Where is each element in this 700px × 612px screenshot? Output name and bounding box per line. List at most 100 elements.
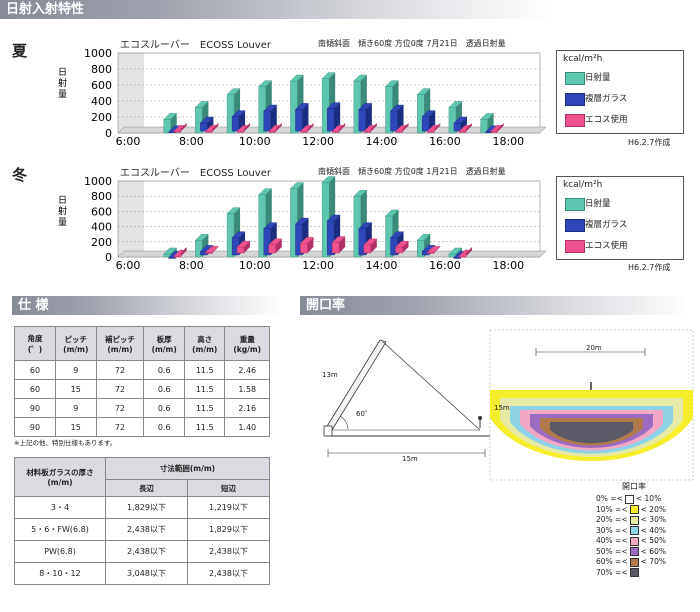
bar-top (385, 209, 400, 217)
range-end: < 20% (640, 504, 666, 514)
range-label: 10% =< (596, 504, 628, 514)
y-tick-label: 200 (91, 111, 112, 124)
x-tick-label: 6:00 (116, 135, 141, 148)
legend-row: 0% =< < 10% (596, 494, 666, 505)
bar (204, 123, 219, 133)
spec-table-glass: 材料板ガラスの厚さ (m/m) 寸法範囲(m/m) 長辺 短辺 3・4 1,829… (14, 457, 270, 585)
ecoss-swatch (565, 114, 585, 127)
aperture-small-label: 15m (494, 404, 510, 412)
bar-side (244, 241, 251, 253)
table-row: 60 9 72 0.6 11.5 2.46 (14, 360, 270, 380)
cell: 0.6 (143, 360, 185, 380)
bar-side (339, 236, 346, 253)
range-end: < 40% (640, 525, 666, 535)
legend-item-ecoss: エコス使用 (585, 115, 628, 125)
bar (331, 236, 346, 254)
range-swatch (629, 505, 639, 514)
range-swatch (629, 536, 639, 546)
section-header-aperture: 開口率 (300, 296, 690, 315)
header-height: 高さ (m/m) (183, 326, 226, 361)
range-label: 30% =< (596, 525, 628, 535)
bar-side (434, 246, 441, 253)
bar-front (295, 109, 303, 132)
bar (390, 104, 405, 132)
header-thickness: 板厚 (m/m) (143, 326, 185, 361)
cell: 1,829以下 (187, 518, 270, 541)
bar-side (270, 105, 277, 131)
legend-item-glass: 複層ガラス (585, 220, 628, 230)
y-tick-label: 0 (105, 251, 112, 264)
season-summer-label: 夏 (12, 42, 28, 60)
y-tick-label: 600 (91, 205, 112, 218)
bar-side (180, 123, 187, 132)
cell: 1,829以下 (105, 496, 188, 519)
y-tick-label: 800 (91, 190, 112, 203)
cell: 0.6 (143, 379, 185, 399)
season-winter-label: 冬 (12, 166, 28, 184)
bar-top (331, 236, 346, 243)
x-tick-label: 10:00 (239, 259, 271, 272)
cell: 8・10・12 (14, 562, 106, 585)
bar-side (307, 237, 314, 253)
bar (199, 116, 214, 132)
header-pitch: ピッチ (m/m) (55, 326, 97, 361)
bar (490, 123, 505, 133)
section-header-solar: 日射入射特性 (0, 0, 550, 19)
range-swatch (629, 526, 639, 535)
header-long-side: 長辺 (105, 479, 188, 497)
legend-item-ecoss: エコス使用 (585, 241, 628, 251)
bar-front (200, 122, 208, 132)
legend-row: 10% =< < 20% (596, 505, 666, 516)
x-tick-label: 12:00 (302, 259, 334, 272)
cell: 2,438以下 (187, 540, 270, 563)
bar (236, 240, 251, 254)
bar-front (268, 244, 276, 254)
bar-front (300, 243, 308, 254)
bar-side (460, 117, 467, 131)
y-tick-label: 600 (91, 79, 112, 92)
range-label: 0% =< (596, 494, 623, 503)
solar-swatch (565, 72, 585, 85)
bar-top (199, 245, 214, 252)
range-end: < 30% (640, 515, 666, 524)
cell: 9 (55, 398, 97, 418)
chart-credit: H6.2.7作成 (628, 263, 671, 272)
bar (268, 238, 283, 254)
bar-side (434, 123, 441, 132)
table-row: 60 15 72 0.6 11.5 1.58 (14, 379, 270, 399)
winter-bar-chart: 1000 800 600 400 200 0 日射量 6:00 8:00 10:00 12:00 14… (58, 175, 547, 272)
y-tick-label: 1000 (84, 175, 112, 188)
range-end: < 50% (640, 536, 666, 545)
summer-bar-chart: 1000 800 600 400 200 0 日射量 6:00 8:00 10:00 12:00 14… (58, 47, 547, 148)
chart-conditions: 南傾斜面 傾き60度 方位0度 7月21日 透過日射量 (318, 39, 506, 48)
cell: 72 (95, 417, 145, 437)
plot-shade (118, 181, 144, 257)
legend-item-solar: 日射量 (585, 199, 611, 209)
bar-side (370, 123, 377, 132)
x-tick-label: 12:00 (302, 135, 334, 148)
bar (268, 123, 283, 133)
bar-top (258, 188, 273, 195)
cell: 60 (14, 360, 56, 380)
aperture-width-label: 20m (586, 344, 602, 352)
bar-front (390, 110, 398, 132)
bar-top (395, 240, 410, 248)
bar-side (497, 123, 504, 132)
range-swatch (629, 557, 639, 567)
bar-side (180, 247, 187, 257)
glass-swatch (565, 93, 585, 106)
legend-row: 50% =< < 60% (596, 547, 666, 558)
bar (426, 246, 441, 254)
bar (395, 240, 410, 254)
bar-front (422, 116, 430, 132)
cell: 72 (95, 360, 145, 380)
header-weight: 重量 (kg/m) (224, 326, 270, 361)
y-tick-label: 0 (105, 127, 112, 140)
bar-side (397, 105, 404, 131)
legend-row: 20% =< < 30% (596, 515, 666, 526)
bar-side (207, 117, 214, 131)
cell: 0.6 (143, 417, 185, 437)
cell: 11.5 (183, 398, 226, 418)
bar (263, 104, 278, 132)
legend-row: 40% =< < 50% (596, 536, 666, 547)
